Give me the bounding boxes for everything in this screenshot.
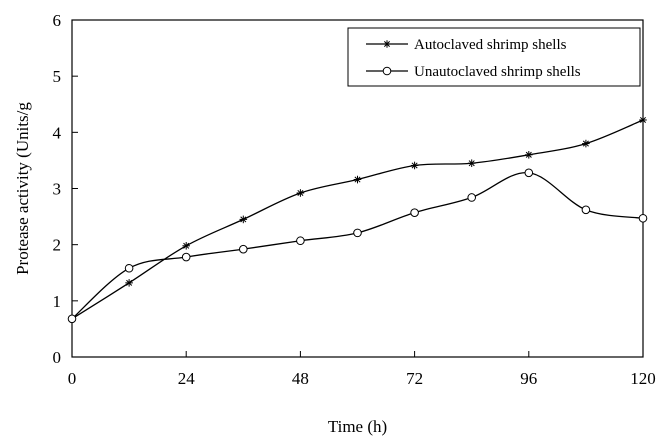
circle-marker: [524, 168, 534, 178]
asterisk-stroke: [297, 189, 304, 197]
y-tick-label: 6: [53, 11, 62, 30]
asterisk-stroke: [525, 151, 532, 158]
asterisk-stroke: [639, 116, 647, 123]
circle-marker: [638, 213, 648, 223]
legend-item: Autoclaved shrimp shells: [366, 37, 567, 53]
y-tick-label: 5: [53, 67, 62, 86]
series-unautoclaved: [67, 168, 648, 324]
x-tick-label: 120: [630, 369, 656, 388]
legend-box: [347, 27, 641, 87]
circle-marker: [410, 208, 419, 217]
circle-marker: [353, 228, 362, 238]
circle-marker: [581, 205, 591, 215]
asterisk-stroke: [411, 162, 418, 169]
circle-marker: [296, 236, 305, 246]
asterisk-stroke: [468, 160, 475, 167]
legend: Autoclaved shrimp shells Unautoclaved shr…: [347, 27, 641, 87]
circle-marker: [124, 263, 134, 273]
y-tick-label: 0: [53, 348, 62, 367]
asterisk-marker: [582, 139, 590, 148]
y-axis-label: Protease activity (Units/g: [13, 102, 32, 275]
circle-marker: [467, 193, 477, 202]
axes: 0 1 2 3 4 5 6 0 24 48 72 96 120: [53, 11, 656, 388]
x-axis-label: Time (h): [328, 417, 387, 436]
x-tick-label: 72: [406, 369, 423, 388]
y-tick-label: 4: [53, 123, 62, 142]
series-autoclaved: [68, 116, 647, 323]
legend-label: Unautoclaved shrimp shells: [414, 64, 581, 80]
asterisk-marker: [383, 40, 391, 48]
asterisk-stroke: [240, 216, 247, 223]
y-tick-label: 3: [53, 180, 62, 199]
asterisk-marker: [639, 116, 647, 124]
asterisk-marker: [353, 175, 362, 184]
y-tick-label: 1: [53, 292, 62, 311]
asterisk-marker: [125, 279, 133, 287]
asterisk-stroke: [582, 140, 589, 147]
y-tick-label: 2: [53, 236, 62, 255]
asterisk-stroke: [383, 40, 391, 48]
asterisk-stroke: [183, 242, 190, 249]
asterisk-stroke: [354, 176, 361, 183]
asterisk-marker: [296, 189, 305, 197]
x-tick-label: 48: [292, 369, 309, 388]
circle-marker: [239, 244, 248, 254]
legend-label: Autoclaved shrimp shells: [414, 37, 567, 53]
x-tick-label: 0: [68, 369, 77, 388]
circle-marker: [382, 66, 392, 76]
asterisk-marker: [525, 151, 533, 159]
x-tick-label: 96: [520, 369, 537, 388]
circle-marker: [67, 314, 77, 324]
asterisk-stroke: [126, 279, 133, 286]
circle-marker: [181, 252, 191, 262]
asterisk-marker: [467, 159, 476, 168]
asterisk-marker: [410, 161, 419, 170]
legend-item: Unautoclaved shrimp shells: [366, 64, 581, 80]
series-layer: [67, 116, 648, 324]
asterisk-marker: [239, 215, 248, 224]
x-tick-label: 24: [178, 369, 196, 388]
asterisk-marker: [182, 241, 190, 250]
